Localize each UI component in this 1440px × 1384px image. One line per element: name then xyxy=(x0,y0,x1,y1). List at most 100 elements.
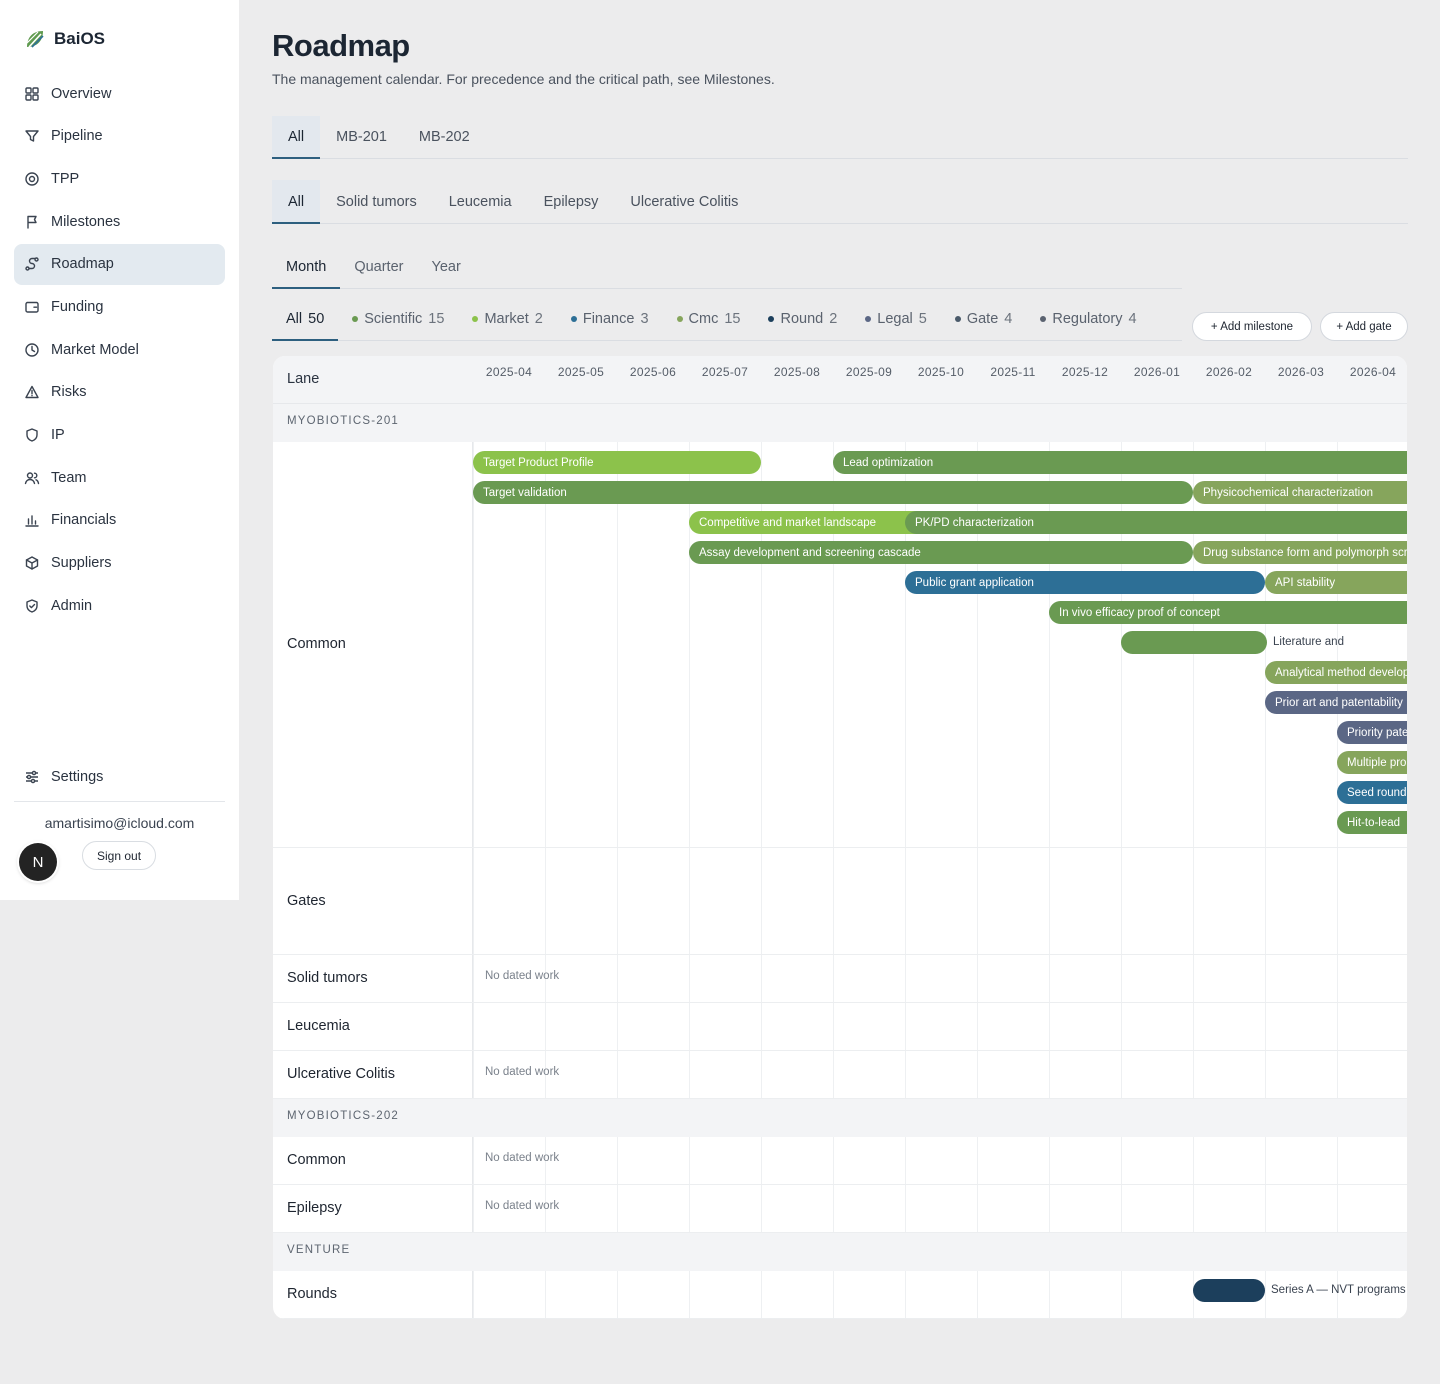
sidebar-item-team[interactable]: Team xyxy=(14,457,225,498)
roadmap-bar[interactable]: API stability xyxy=(1265,571,1407,594)
filter-label: Regulatory xyxy=(1052,311,1123,327)
tab-program-mb-202[interactable]: MB-202 xyxy=(418,129,470,145)
indication-tabs: All Solid tumors Leucemia Epilepsy Ulcerativ… xyxy=(272,180,1408,224)
sidebar-item-label: IP xyxy=(51,427,65,443)
sidebar-item-label: Market Model xyxy=(51,341,139,358)
lane-row xyxy=(273,442,1407,848)
month-header: 2025-04 xyxy=(485,365,533,379)
filter-cmc[interactable]: Cmc 15 xyxy=(663,298,755,340)
brand[interactable]: BaiOS xyxy=(24,28,105,50)
sidebar-item-label: Suppliers xyxy=(51,555,112,572)
sidebar-item-settings[interactable]: Settings xyxy=(14,756,225,797)
filter-gate[interactable]: Gate 4 xyxy=(941,298,1027,340)
roadmap-bar[interactable]: Competitive and market landscape xyxy=(689,511,977,534)
sidebar-item-milestones[interactable]: Milestones xyxy=(14,201,225,242)
filter-legal[interactable]: Legal 5 xyxy=(851,298,941,340)
tab-scale-month[interactable]: Month xyxy=(272,245,341,289)
sidebar-item-funding[interactable]: Funding xyxy=(14,286,225,327)
sign-out-button[interactable]: Sign out xyxy=(82,841,157,870)
grid-line xyxy=(1049,356,1050,1319)
user-email: amartisimo@icloud.com xyxy=(44,815,195,831)
sidebar-item-roadmap[interactable]: Roadmap xyxy=(14,243,225,285)
roadmap-bar[interactable]: Target validation xyxy=(473,481,1193,504)
category-dot-icon xyxy=(472,316,479,322)
filter-label: Round xyxy=(780,311,824,327)
no-dated-work-label: No dated work xyxy=(485,1152,560,1164)
add-gate-button[interactable]: + Add gate xyxy=(1320,312,1408,341)
tab-scale-year[interactable]: Year xyxy=(431,258,461,275)
page-subtitle: The management calendar. For precedence … xyxy=(272,71,775,87)
filter-label: Scientific xyxy=(364,311,423,327)
sidebar-item-ip[interactable]: IP xyxy=(14,415,225,456)
sidebar-item-suppliers[interactable]: Suppliers xyxy=(14,543,225,584)
lane-row xyxy=(273,1051,1407,1099)
roadmap-bar[interactable]: Assay development and screening cascade xyxy=(689,541,1193,564)
tab-indication-epilepsy[interactable]: Epilepsy xyxy=(543,193,599,210)
roadmap-bar[interactable]: Priority pate xyxy=(1337,721,1407,744)
group-band xyxy=(273,404,1407,442)
route-icon xyxy=(25,257,39,271)
filter-round[interactable]: Round 2 xyxy=(754,298,851,340)
sidebar-item-label: Risks xyxy=(51,384,87,401)
lane-name: Gates xyxy=(287,892,326,909)
grid-line xyxy=(1121,356,1122,1319)
category-dot-icon xyxy=(570,316,577,322)
filter-count: 4 xyxy=(1128,311,1137,327)
filter-regulatory[interactable]: Regulatory 4 xyxy=(1026,298,1150,340)
sidebar-item-pipeline[interactable]: Pipeline xyxy=(14,116,225,157)
tab-program-mb-201[interactable]: MB-201 xyxy=(336,129,387,145)
roadmap-bar[interactable]: In vivo efficacy proof of concept xyxy=(1049,601,1407,624)
sidebar-item-label: Admin xyxy=(51,597,93,614)
scale-tabs: Month Quarter Year xyxy=(272,245,1182,289)
lane-name: Solid tumors xyxy=(287,970,368,986)
roadmap-bar[interactable]: Analytical method develop xyxy=(1265,661,1407,684)
sidebar-item-label: Milestones xyxy=(51,213,121,230)
roadmap-bar[interactable]: Seed round xyxy=(1337,781,1407,804)
brand-name: BaiOS xyxy=(54,29,106,48)
filter-count: 2 xyxy=(534,311,543,327)
roadmap-bar[interactable]: Target Product Profile xyxy=(473,451,761,474)
roadmap-bar[interactable]: PK/PD characterization xyxy=(905,511,1407,534)
tab-program-all[interactable]: All xyxy=(272,116,321,159)
category-dot-icon xyxy=(954,316,961,322)
filter-scientific[interactable]: Scientific 15 xyxy=(338,298,458,340)
avatar[interactable]: N xyxy=(19,843,57,881)
add-milestone-button[interactable]: + Add milestone xyxy=(1192,312,1312,341)
filter-finance[interactable]: Finance 3 xyxy=(557,298,663,340)
sidebar-item-market-model[interactable]: Market Model xyxy=(14,329,225,370)
shield-check-icon xyxy=(26,599,38,613)
round-bar-label: Series A — NVT programs xyxy=(1271,1284,1406,1296)
grid-line xyxy=(473,356,474,1319)
page-title: Roadmap xyxy=(272,28,410,63)
filter-market[interactable]: Market 2 xyxy=(458,298,556,340)
filter-count: 15 xyxy=(724,311,741,327)
roadmap-bar[interactable]: Hit-to-lead xyxy=(1337,811,1407,834)
tab-indication-all[interactable]: All xyxy=(272,180,321,224)
roadmap-bar[interactable]: Multiple pro xyxy=(1337,751,1407,774)
roadmap-bar[interactable] xyxy=(1121,631,1267,654)
tab-indication-solid-tumors[interactable]: Solid tumors xyxy=(336,193,417,210)
grid-line xyxy=(689,356,690,1319)
roadmap-bar[interactable]: Lead optimization xyxy=(833,451,1407,474)
sidebar-item-label: Team xyxy=(51,469,87,486)
month-header: 2025-10 xyxy=(917,365,965,379)
grid-line xyxy=(905,356,906,1319)
sidebar-item-risks[interactable]: Risks xyxy=(14,372,225,413)
tab-indication-leucemia[interactable]: Leucemia xyxy=(448,193,512,210)
tab-scale-quarter[interactable]: Quarter xyxy=(354,258,404,275)
category-dot-icon xyxy=(676,316,683,322)
roadmap-bar[interactable]: Drug substance form and polymorph screen xyxy=(1193,541,1407,564)
roadmap-bar[interactable]: Public grant application xyxy=(905,571,1265,594)
filter-all[interactable]: All 50 xyxy=(272,298,339,341)
divider xyxy=(14,801,225,802)
sidebar-item-admin[interactable]: Admin xyxy=(14,585,225,626)
sidebar-item-tpp[interactable]: TPP xyxy=(14,158,225,199)
tab-indication-ulcerative-colitis[interactable]: Ulcerative Colitis xyxy=(630,193,739,210)
roadmap-bar[interactable]: Prior art and patentability xyxy=(1265,691,1407,714)
lane-name: Rounds xyxy=(287,1286,337,1302)
round-bar[interactable] xyxy=(1193,1279,1265,1302)
sidebar-item-financials[interactable]: Financials xyxy=(14,500,225,541)
month-header: 2026-04 xyxy=(1349,365,1397,379)
sidebar-item-overview[interactable]: Overview xyxy=(14,73,225,114)
roadmap-bar[interactable]: Physicochemical characterization xyxy=(1193,481,1407,504)
